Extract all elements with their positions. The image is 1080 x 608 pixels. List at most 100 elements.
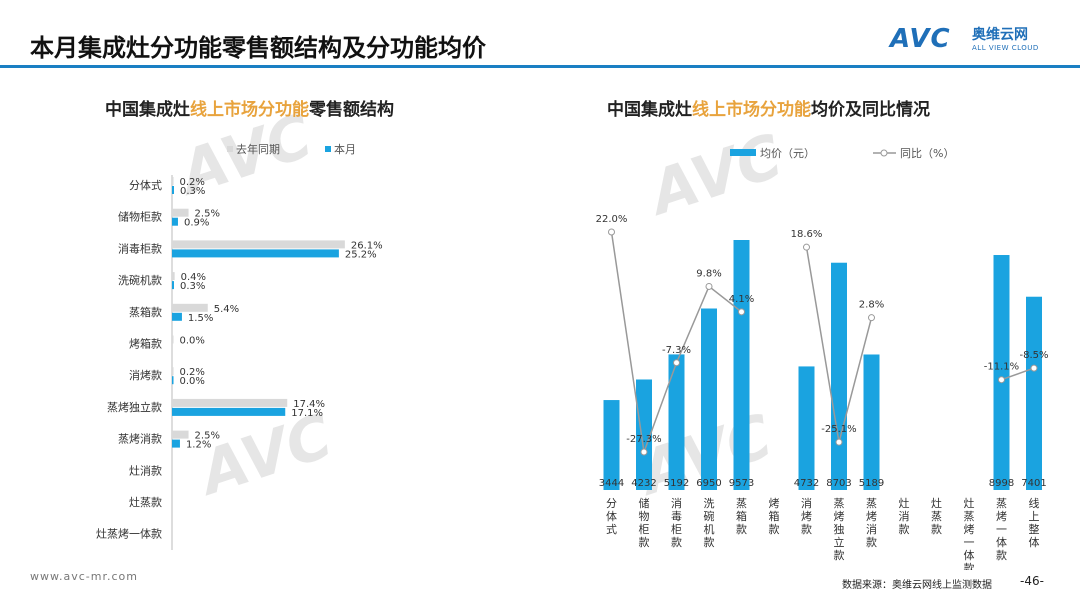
value-label-last-year: 26.1%: [351, 240, 383, 251]
yoy-marker: [998, 376, 1005, 384]
bar-current: [172, 186, 174, 194]
bar-last-year: [172, 430, 189, 439]
logo-name-en: ALL VIEW CLOUD: [972, 44, 1039, 52]
category-label: 蒸箱款: [129, 305, 162, 319]
bar-last-year: [172, 303, 208, 312]
legend-swatch-0: [227, 146, 233, 152]
yoy-label: 4.1%: [729, 294, 754, 305]
price-label: 5192: [664, 478, 689, 489]
category-label: 消毒柜款: [118, 241, 162, 255]
price-bar: [701, 308, 717, 490]
yoy-label: 2.8%: [859, 300, 884, 311]
category-label: 灶蒸款: [931, 497, 942, 536]
bar-last-year: [172, 367, 174, 376]
price-bar: [733, 240, 750, 490]
category-label: 蒸烤消款: [866, 497, 877, 549]
value-label-last-year: 0.2%: [180, 367, 205, 378]
category-label: 分体式: [606, 497, 617, 536]
category-label: 灶消款: [899, 497, 910, 536]
bar-last-year: [172, 272, 175, 281]
price-bar: [636, 379, 652, 490]
yoy-label: -27.3%: [626, 434, 661, 445]
price-bar: [863, 354, 880, 490]
value-label-current: 1.2%: [186, 440, 211, 451]
value-label-current: 17.1%: [291, 408, 323, 419]
value-label-current: 0.0%: [180, 376, 205, 387]
price-bar: [668, 354, 685, 490]
bar-last-year: [172, 177, 174, 185]
category-label: 烤箱款: [769, 496, 780, 536]
footer-url: www.avc-mr.com: [30, 570, 138, 583]
yoy-label: -11.1%: [984, 362, 1019, 373]
category-label: 蒸烤一体款: [996, 497, 1007, 562]
category-label: 灶蒸烤一体款: [96, 527, 162, 541]
legend-label-0: 去年同期: [236, 142, 280, 156]
category-label: 洗碗机款: [118, 273, 162, 287]
category-label: 消烤款: [801, 496, 812, 536]
category-label: 灶蒸款: [129, 495, 162, 509]
yoy-label: 9.8%: [696, 268, 721, 279]
logo-name-cn: 奥维云网: [972, 27, 1028, 43]
value-label-current: 0.9%: [184, 218, 209, 229]
price-label: 4232: [631, 478, 656, 489]
value-label-last-year: 5.4%: [214, 304, 239, 315]
left-chart-title: 中国集成灶线上市场分功能零售额结构: [105, 100, 394, 120]
category-label: 蒸箱款: [736, 497, 747, 536]
price-bar: [1026, 296, 1042, 490]
category-label: 线上整体: [1029, 496, 1040, 549]
logo-mark: AVC: [890, 24, 951, 54]
yoy-marker: [1030, 364, 1038, 372]
yoy-label: 22.0%: [596, 214, 628, 225]
price-label: 7401: [1021, 478, 1046, 489]
category-label: 灶消款: [129, 463, 162, 477]
yoy-label: -7.3%: [662, 345, 691, 356]
value-label-last-year: 0.2%: [180, 177, 205, 188]
category-label: 蒸烤消款: [118, 432, 162, 446]
price-bar: [603, 400, 620, 490]
yoy-label: 18.6%: [791, 229, 823, 240]
avc-logo: AVC 奥维云网 ALL VIEW CLOUD: [890, 24, 1060, 60]
value-label-current: 1.5%: [188, 313, 213, 324]
category-label: 烤箱款: [129, 337, 162, 351]
yoy-marker: [673, 359, 680, 367]
bar-last-year: [172, 398, 288, 407]
category-label: 分体式: [129, 178, 162, 192]
bar-current: [172, 407, 286, 416]
value-label-last-year: 0.0%: [180, 336, 205, 347]
category-label: 储物柜款: [639, 496, 650, 549]
footer-source: 数据来源：奥维云网线上监测数据: [842, 580, 992, 591]
yoy-marker: [738, 308, 745, 316]
bar-current: [172, 249, 339, 258]
price-label: 5189: [859, 478, 884, 489]
legend-swatch-bar: [730, 149, 756, 156]
yoy-marker: [608, 228, 615, 236]
yoy-marker: [868, 314, 875, 322]
legend-label-bar: 均价（元）: [760, 147, 815, 160]
value-label-last-year: 2.5%: [195, 209, 220, 220]
price-bar: [798, 366, 815, 490]
legend-label-line: 同比（%）: [900, 147, 954, 160]
bar-current: [172, 312, 182, 321]
category-label: 消毒柜款: [671, 496, 682, 549]
value-label-last-year: 0.4%: [181, 272, 206, 283]
bar-current: [172, 281, 174, 290]
category-label: 储物柜款: [118, 210, 162, 224]
value-label-last-year: 17.4%: [293, 399, 325, 410]
yoy-marker: [705, 282, 713, 290]
bar-current: [172, 217, 178, 226]
avg-price-chart: 均价（元） 同比（%） 3444 分体式 4232 储物柜款 5192 消毒柜款 6950 洗碗机…: [596, 147, 1049, 570]
yoy-marker: [640, 448, 648, 456]
yoy-label: -8.5%: [1019, 350, 1048, 361]
price-label: 9573: [729, 478, 754, 489]
yoy-marker: [803, 243, 810, 251]
price-label: 8998: [989, 478, 1014, 489]
price-label: 8703: [826, 478, 851, 489]
price-bar: [831, 262, 847, 490]
yoy-marker: [835, 438, 843, 446]
price-label: 6950: [696, 478, 721, 489]
bar-last-year: [172, 335, 174, 344]
page-title: 本月集成灶分功能零售额结构及分功能均价: [30, 34, 486, 62]
category-label: 蒸烤独立款: [834, 497, 845, 562]
bar-current: [172, 376, 174, 385]
bar-last-year: [172, 240, 345, 249]
